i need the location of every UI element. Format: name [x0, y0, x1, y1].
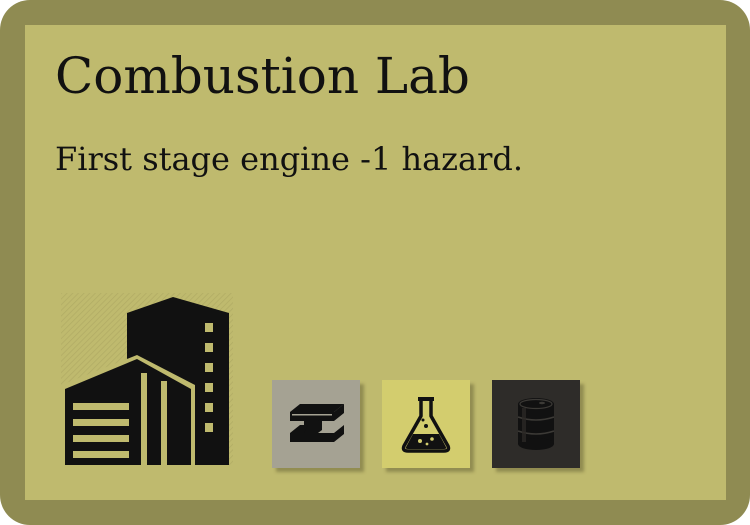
resource-steel: [272, 380, 360, 468]
building-icon: [61, 293, 233, 465]
card-ability-text: First stage engine -1 hazard.: [55, 140, 524, 178]
card-title: Combustion Lab: [55, 47, 470, 105]
oil-barrel-icon: [517, 398, 555, 450]
card-face: Combustion Lab First stage engine -1 haz…: [25, 25, 726, 500]
steel-beam-icon: [290, 404, 344, 442]
resource-science: [382, 380, 470, 468]
resource-oil: [492, 380, 580, 468]
flask-icon: [401, 397, 451, 453]
